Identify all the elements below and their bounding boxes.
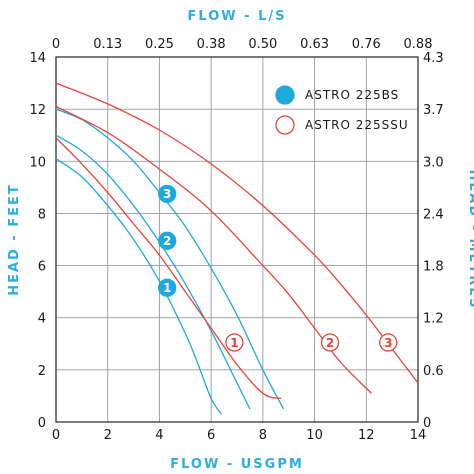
- ssu-marker-2: [320, 333, 340, 352]
- marker-label: 2: [326, 336, 334, 350]
- x-top-tick-label: 0.63: [300, 37, 329, 52]
- y-left-tick-label: 6: [38, 260, 46, 275]
- x-bottom-tick-label: 10: [306, 428, 323, 443]
- x-top-tick-label: 0.88: [404, 37, 433, 52]
- x-top-tick-label: 0.13: [93, 37, 122, 52]
- ssu-marker-1: [225, 333, 244, 352]
- y-axis-left-ticks: 0 2 4 6 8 10 12 14: [29, 51, 46, 431]
- x-axis-top-ticks: 0 0.13 0.25 0.38 0.50 0.63 0.76 0.88: [52, 37, 433, 52]
- bs-marker-3: [158, 184, 177, 204]
- legend-label: ASTRO 225BS: [305, 88, 399, 102]
- x-top-tick-label: 0.38: [197, 37, 226, 52]
- y-left-tick-label: 4: [38, 312, 46, 327]
- y-right-tick-label: 0.6: [423, 364, 444, 379]
- y-left-tick-label: 0: [38, 416, 46, 431]
- x-axis-bottom-title: FLOW - USGPM: [170, 457, 304, 472]
- pump-curves: [55, 82, 419, 415]
- y-left-tick-label: 2: [38, 364, 46, 379]
- marker-label: 3: [163, 187, 171, 201]
- x-axis-bottom-ticks: 0 2 4 6 8 10 12 14: [52, 428, 426, 443]
- x-bottom-tick-label: 2: [104, 428, 112, 443]
- y-right-tick-label: 3.0: [423, 155, 444, 170]
- legend-swatch: [275, 85, 295, 105]
- x-top-tick-label: 0.50: [248, 37, 277, 52]
- y-left-tick-label: 8: [38, 207, 46, 222]
- y-right-tick-label: 0: [423, 416, 431, 431]
- x-bottom-tick-label: 14: [410, 428, 427, 443]
- ssu-curve-2: [55, 105, 372, 394]
- ssu-marker-3: [379, 333, 398, 352]
- x-bottom-tick-label: 4: [155, 428, 163, 443]
- bs-curve-1: [55, 158, 223, 415]
- x-top-tick-label: 0: [52, 37, 60, 52]
- bs-marker-2: [158, 231, 177, 250]
- legend-swatch: [275, 115, 295, 135]
- y-left-tick-label: 10: [29, 155, 46, 170]
- marker-label: 3: [384, 336, 392, 350]
- legend-label: ASTRO 225SSU: [305, 118, 409, 132]
- ssu-curve-1: [55, 137, 282, 400]
- y-right-tick-label: 2.4: [423, 207, 444, 222]
- marker-label: 2: [163, 234, 171, 248]
- y-axis-right-title: HEAD - METRES: [466, 170, 474, 310]
- y-right-tick-label: 3.7: [423, 103, 444, 118]
- x-top-tick-label: 0.76: [352, 37, 381, 52]
- y-axis-right-ticks: 0 0.6 1.2 1.8 2.4 3.0 3.7 4.3: [423, 51, 444, 431]
- x-bottom-tick-label: 8: [259, 428, 267, 443]
- x-axis-top-title: FLOW - L/S: [188, 9, 287, 24]
- y-right-tick-label: 1.8: [423, 260, 444, 275]
- x-top-tick-label: 0.25: [145, 37, 174, 52]
- y-right-tick-label: 4.3: [423, 51, 444, 66]
- y-left-tick-label: 14: [29, 51, 46, 66]
- marker-label: 1: [163, 281, 171, 295]
- y-left-tick-label: 12: [29, 103, 46, 118]
- bs-marker-1: [158, 278, 177, 297]
- curve-markers: 1 2 3 1 2 3: [158, 184, 398, 352]
- chart-grid: [56, 57, 418, 422]
- marker-label: 1: [230, 336, 238, 350]
- ssu-curve-3: [55, 82, 419, 384]
- x-bottom-tick-label: 6: [207, 428, 215, 443]
- plot-frame: [55, 56, 419, 423]
- y-right-tick-label: 1.2: [423, 312, 444, 327]
- x-bottom-tick-label: 12: [358, 428, 375, 443]
- x-bottom-tick-label: 0: [52, 428, 60, 443]
- y-axis-left-title: HEAD - FEET: [7, 183, 22, 296]
- bs-curve-2: [55, 134, 251, 410]
- bs-curve-3: [55, 108, 285, 410]
- legend: ASTRO 225BS ASTRO 225SSU: [275, 85, 409, 135]
